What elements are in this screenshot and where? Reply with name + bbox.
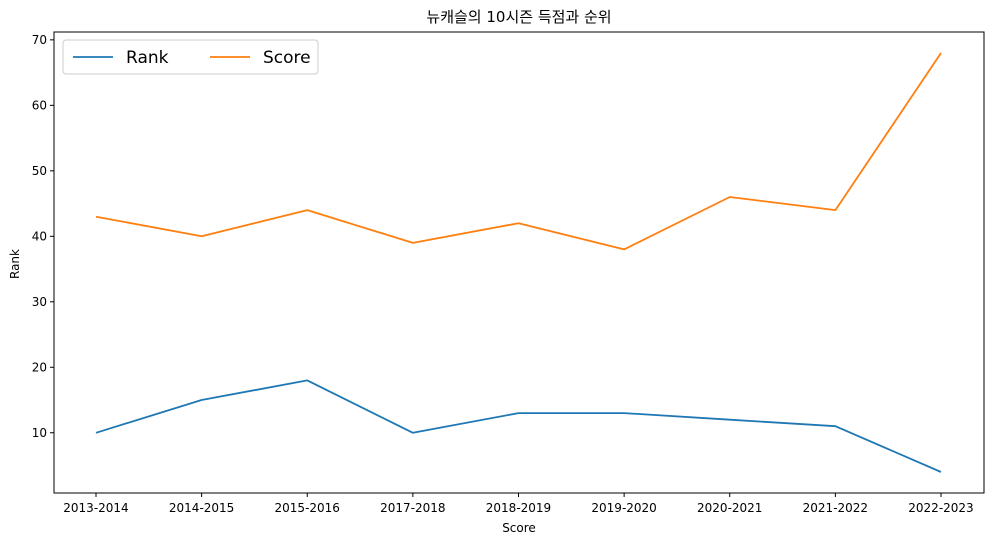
- legend-label: Score: [263, 48, 311, 68]
- plot-frame: [53, 31, 985, 494]
- y-tick-label: 40: [32, 229, 47, 243]
- x-axis-label: Score: [502, 521, 536, 535]
- x-tick-label: 2017-2018: [380, 501, 445, 515]
- legend: [62, 39, 319, 75]
- y-tick-label: 30: [32, 295, 47, 309]
- x-tick-label: 2022-2023: [908, 501, 973, 515]
- y-tick-label: 10: [32, 426, 47, 440]
- x-tick-label: 2019-2020: [591, 501, 656, 515]
- x-tick-label: 2014-2015: [169, 501, 234, 515]
- legend-label: Rank: [126, 48, 169, 68]
- series-line-rank: [95, 379, 942, 473]
- x-tick-label: 2013-2014: [63, 501, 128, 515]
- y-tick-label: 20: [32, 360, 47, 374]
- x-tick-label: 2018-2019: [486, 501, 551, 515]
- series-line-score: [95, 52, 942, 251]
- plot-area: 2013-2014 2014-2015 2015-2016 2017-2018 2018…: [32, 31, 985, 515]
- x-tick-label: 2020-2021: [697, 501, 762, 515]
- x-tick-label: 2015-2016: [275, 501, 340, 515]
- y-axis-label: Rank: [8, 249, 22, 279]
- y-tick-label: 60: [32, 98, 47, 112]
- chart-title: 뉴캐슬의 10시즌 득점과 순위: [426, 8, 611, 26]
- y-tick-label: 50: [32, 164, 47, 178]
- y-tick-label: 70: [32, 33, 47, 47]
- x-tick-label: 2021-2022: [803, 501, 868, 515]
